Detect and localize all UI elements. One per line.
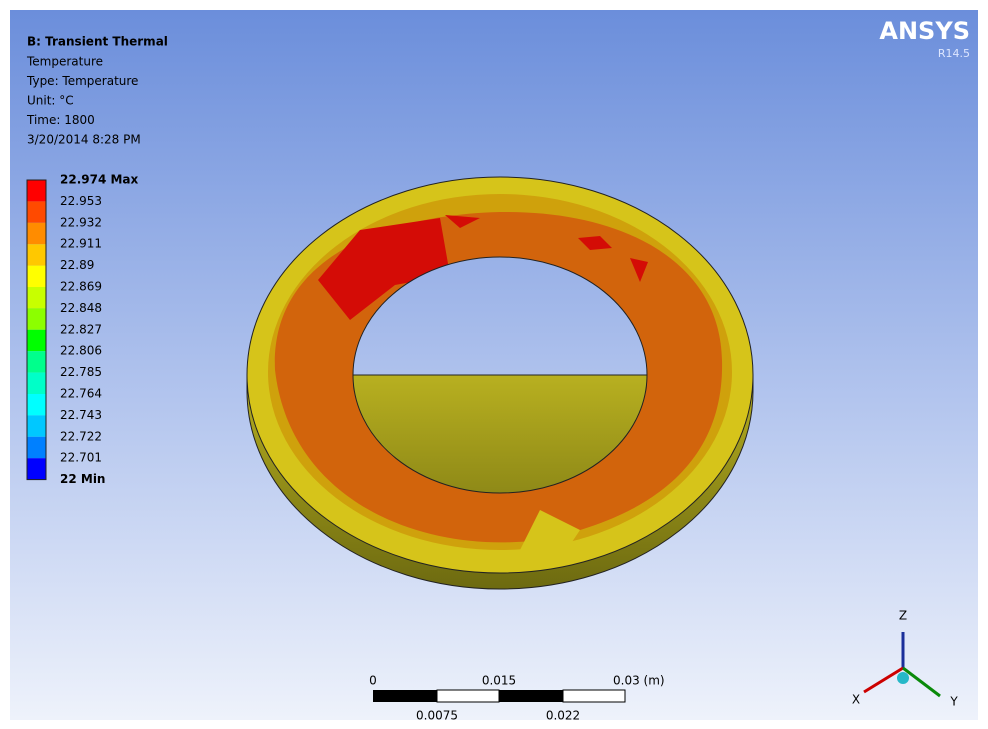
header-line: Unit: °C (27, 94, 74, 108)
legend-label: 22.827 (60, 322, 102, 336)
axis-label-y: Y (949, 695, 958, 709)
legend-label: 22.848 (60, 301, 102, 315)
legend-swatch (27, 223, 46, 244)
title: B: Transient Thermal (27, 35, 168, 49)
logo: ANSYS (879, 17, 970, 45)
header-line: Temperature (26, 55, 103, 69)
legend-swatch (27, 180, 46, 201)
legend-swatch (27, 415, 46, 436)
legend-label: 22.701 (60, 451, 102, 465)
scale-label: 0.022 (546, 709, 580, 723)
legend-label: 22 Min (60, 472, 105, 486)
legend-label: 22.764 (60, 387, 102, 401)
legend-swatch (27, 287, 46, 308)
viewport: B: Transient Thermal ANSYS R14.5 Tempera… (0, 0, 988, 729)
legend-swatch (27, 330, 46, 351)
legend-label: 22.911 (60, 237, 102, 251)
legend-label: 22.932 (60, 215, 102, 229)
legend-swatch (27, 308, 46, 329)
legend-swatch (27, 437, 46, 458)
scale-label: 0.0075 (416, 709, 458, 723)
header-line: Type: Temperature (26, 74, 138, 88)
legend-swatch (27, 458, 46, 479)
version: R14.5 (938, 47, 970, 60)
scale-bar (373, 690, 625, 702)
axis-label-z: Z (899, 609, 907, 623)
legend-swatch (27, 201, 46, 222)
legend-swatch (27, 244, 46, 265)
axis-label-x: X (852, 693, 860, 707)
scale-label: 0 (369, 674, 377, 688)
legend-swatch (27, 373, 46, 394)
legend-swatch (27, 351, 46, 372)
legend-swatch (27, 266, 46, 287)
background (10, 10, 978, 720)
header-line: 3/20/2014 8:28 PM (27, 133, 141, 147)
legend-label: 22.953 (60, 194, 102, 208)
scale-label: 0.015 (482, 674, 516, 688)
page: B: Transient Thermal ANSYS R14.5 Tempera… (0, 0, 988, 729)
header-line: Time: 1800 (26, 113, 95, 127)
legend-label: 22.806 (60, 344, 102, 358)
legend-label: 22.743 (60, 408, 102, 422)
legend-label: 22.89 (60, 258, 94, 272)
legend-label: 22.869 (60, 280, 102, 294)
legend-label: 22.974 Max (60, 173, 139, 187)
legend-swatch (27, 394, 46, 415)
legend-label: 22.785 (60, 365, 102, 379)
scale-label: 0.03 (m) (613, 674, 665, 688)
legend-label: 22.722 (60, 429, 102, 443)
ring-model (247, 177, 753, 589)
